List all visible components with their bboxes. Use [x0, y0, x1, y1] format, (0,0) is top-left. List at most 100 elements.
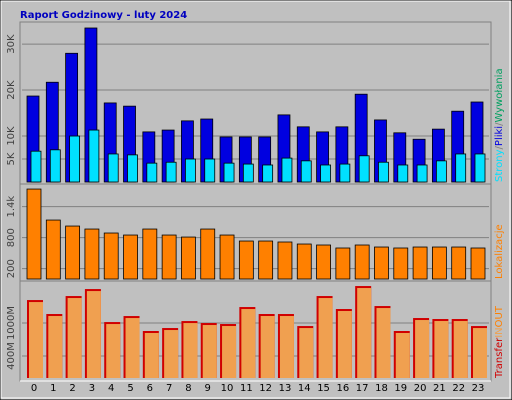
y-tick-label: 5K	[6, 152, 17, 165]
bar	[103, 232, 119, 280]
x-tick-label: 19	[394, 383, 407, 394]
legend: Strony/Pliki/Wywołania	[494, 68, 505, 182]
bar	[378, 161, 389, 183]
bar	[470, 247, 486, 280]
bar	[415, 320, 430, 378]
bar	[183, 323, 198, 378]
x-tick-label: 3	[89, 383, 95, 394]
x-tick-label: 9	[205, 383, 211, 394]
legend: Lokalizacje	[494, 224, 505, 279]
bar	[86, 291, 101, 378]
x-tick-label: 12	[259, 383, 272, 394]
x-tick-label: 20	[414, 383, 427, 394]
bar	[376, 308, 391, 378]
bar	[29, 302, 43, 378]
bar	[474, 153, 486, 183]
x-tick-label: 11	[240, 383, 253, 394]
y-tick-label: 800	[6, 228, 17, 247]
bar	[455, 153, 467, 183]
bar	[219, 234, 235, 280]
bar	[374, 246, 389, 280]
bar	[397, 164, 409, 183]
bar	[69, 135, 81, 183]
bar	[412, 246, 428, 280]
legend-entry: OUT	[494, 305, 505, 327]
y-tick-label: 20K	[6, 80, 17, 100]
bar	[65, 225, 81, 280]
bar	[161, 234, 177, 280]
bar	[431, 246, 447, 280]
bar	[106, 324, 121, 378]
bar	[434, 321, 449, 378]
y-tick-label: 200	[6, 259, 17, 278]
x-tick-label: 14	[298, 383, 311, 394]
bar	[204, 158, 216, 183]
bar	[165, 161, 177, 183]
bar	[223, 162, 235, 183]
bar	[395, 333, 410, 378]
bar	[127, 154, 138, 183]
bar	[299, 328, 314, 378]
y-tick-label: 400M	[6, 342, 17, 370]
x-tick-label: 2	[69, 383, 75, 394]
x-tick-label: 23	[472, 383, 485, 394]
bar	[358, 155, 370, 183]
chart-title: Raport Godzinowy - luty 2024	[20, 10, 187, 21]
y-tick-label: 1000M	[6, 306, 17, 340]
legend-entry: Strony	[494, 149, 505, 182]
x-tick-label: 15	[317, 383, 330, 394]
bar	[296, 243, 312, 280]
bar	[107, 153, 119, 183]
bar	[88, 129, 100, 183]
bar	[453, 321, 468, 378]
x-tick-label: 0	[31, 383, 37, 394]
bar	[48, 316, 63, 378]
bar	[337, 311, 352, 378]
bar	[320, 164, 331, 183]
bar	[318, 298, 333, 378]
bar	[142, 228, 158, 280]
bar	[30, 150, 42, 183]
x-tick-label: 10	[221, 383, 234, 394]
bar	[200, 228, 216, 280]
bar	[222, 326, 237, 378]
bar	[181, 236, 196, 280]
x-tick-label: 21	[433, 383, 446, 394]
bar	[238, 240, 254, 280]
bar	[185, 158, 196, 183]
legend: TransferINOUT	[494, 305, 505, 379]
bar	[339, 163, 351, 183]
x-tick-label: 17	[356, 383, 369, 394]
y-tick-label: 1.4k	[6, 196, 17, 218]
y-tick-label: 30K	[6, 34, 17, 54]
bar	[316, 244, 331, 280]
x-tick-label: 22	[452, 383, 465, 394]
legend-separator: /	[494, 145, 505, 149]
bar	[146, 162, 158, 183]
x-tick-label: 8	[185, 383, 191, 394]
bar	[202, 325, 217, 378]
bar	[260, 316, 275, 378]
bar	[354, 244, 370, 280]
bar	[281, 157, 293, 183]
bar	[241, 309, 256, 378]
bar	[262, 164, 274, 183]
bar	[144, 333, 159, 378]
y-tick-label: 10K	[6, 126, 17, 146]
legend-entry: Transfer	[494, 337, 505, 379]
legend-entry: Pliki	[494, 126, 505, 146]
bar	[473, 328, 487, 378]
bar	[258, 240, 274, 280]
bar	[335, 247, 351, 280]
legend-entry: Lokalizacje	[494, 224, 505, 279]
x-tick-label: 5	[127, 383, 133, 394]
legend-entry: Wywołania	[494, 68, 505, 122]
bar	[45, 219, 61, 280]
bar	[277, 241, 293, 280]
bar	[435, 160, 447, 183]
x-tick-label: 1	[50, 383, 56, 394]
x-tick-label: 4	[108, 383, 114, 394]
bar	[393, 247, 409, 280]
bar	[279, 316, 294, 378]
